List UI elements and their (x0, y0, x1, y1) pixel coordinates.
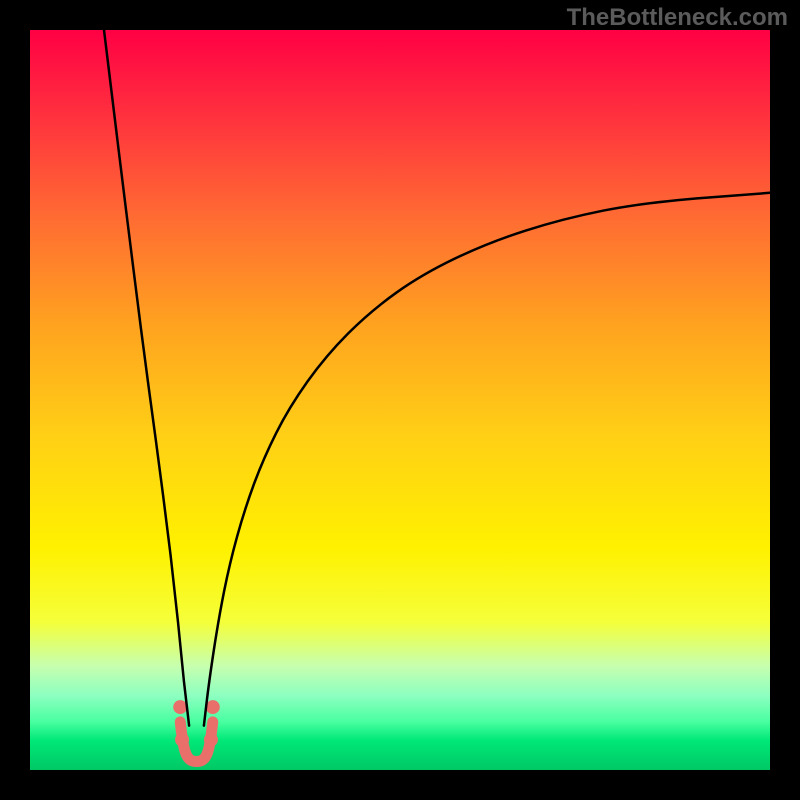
trough-dot (175, 733, 189, 747)
plot-area (30, 30, 770, 770)
gradient-background (30, 30, 770, 770)
watermark-text: TheBottleneck.com (567, 4, 788, 32)
chart-svg (30, 30, 770, 770)
chart-frame: TheBottleneck.com (0, 0, 800, 800)
trough-dot (204, 733, 218, 747)
